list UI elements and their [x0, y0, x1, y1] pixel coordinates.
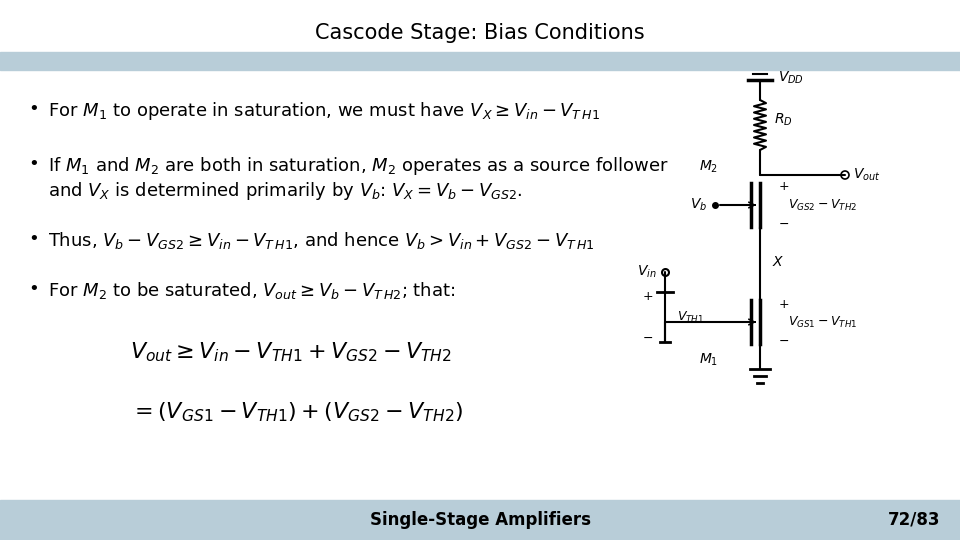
- Text: $V_{GS1}-V_{TH1}$: $V_{GS1}-V_{TH1}$: [788, 314, 857, 329]
- Text: $V_{out} \geq V_{in} - V_{TH1} + V_{GS2} - V_{TH2}$: $V_{out} \geq V_{in} - V_{TH1} + V_{GS2}…: [130, 340, 452, 363]
- Text: $V_{DD}$: $V_{DD}$: [778, 70, 804, 86]
- Text: $+$: $+$: [778, 298, 789, 310]
- Text: For $M_2$ to be saturated, $V_{out} \geq V_b - V_{T\,H2}$; that:: For $M_2$ to be saturated, $V_{out} \geq…: [48, 280, 455, 301]
- Text: $V_{TH1}$: $V_{TH1}$: [677, 309, 705, 325]
- Text: $-$: $-$: [778, 217, 789, 230]
- Text: Single-Stage Amplifiers: Single-Stage Amplifiers: [370, 511, 590, 529]
- Text: •: •: [28, 230, 38, 248]
- Text: $V_b$: $V_b$: [690, 197, 707, 213]
- Text: $M_1$: $M_1$: [699, 352, 718, 368]
- Text: and $V_X$ is determined primarily by $V_b$: $V_X = V_b -V_{GS2}$.: and $V_X$ is determined primarily by $V_…: [48, 180, 522, 202]
- Text: $-$: $-$: [642, 330, 653, 343]
- Text: •: •: [28, 100, 38, 118]
- Text: 72/83: 72/83: [887, 511, 940, 529]
- Text: Cascode Stage: Bias Conditions: Cascode Stage: Bias Conditions: [315, 23, 645, 43]
- Text: $+$: $+$: [778, 180, 789, 193]
- Text: For $M_1$ to operate in saturation, we must have $V_X \geq V_{in} - V_{T\,H1}$: For $M_1$ to operate in saturation, we m…: [48, 100, 600, 122]
- Text: $R_D$: $R_D$: [774, 112, 793, 128]
- Text: $+$: $+$: [641, 291, 653, 303]
- Text: $V_{out}$: $V_{out}$: [853, 167, 880, 183]
- Text: Thus, $V_b -V_{GS2} \geq V_{in} -V_{T\,H1}$, and hence $V_b > V_{in} + V_{GS2} -: Thus, $V_b -V_{GS2} \geq V_{in} -V_{T\,H…: [48, 230, 594, 251]
- Bar: [0, 52, 960, 70]
- Text: $M_2$: $M_2$: [699, 159, 718, 175]
- Text: $V_{in}$: $V_{in}$: [637, 264, 657, 280]
- Text: $V_{GS2}-V_{TH2}$: $V_{GS2}-V_{TH2}$: [788, 198, 857, 213]
- Text: If $M_1$ and $M_2$ are both in saturation, $M_2$ operates as a source follower: If $M_1$ and $M_2$ are both in saturatio…: [48, 155, 669, 177]
- Text: $= (V_{GS1} - V_{TH1}) + (V_{GS2} - V_{TH2})$: $= (V_{GS1} - V_{TH1}) + (V_{GS2} - V_{T…: [130, 400, 464, 423]
- Text: $X$: $X$: [772, 255, 784, 269]
- Text: $-$: $-$: [778, 334, 789, 347]
- Text: •: •: [28, 155, 38, 173]
- Text: •: •: [28, 280, 38, 298]
- Bar: [0, 500, 960, 540]
